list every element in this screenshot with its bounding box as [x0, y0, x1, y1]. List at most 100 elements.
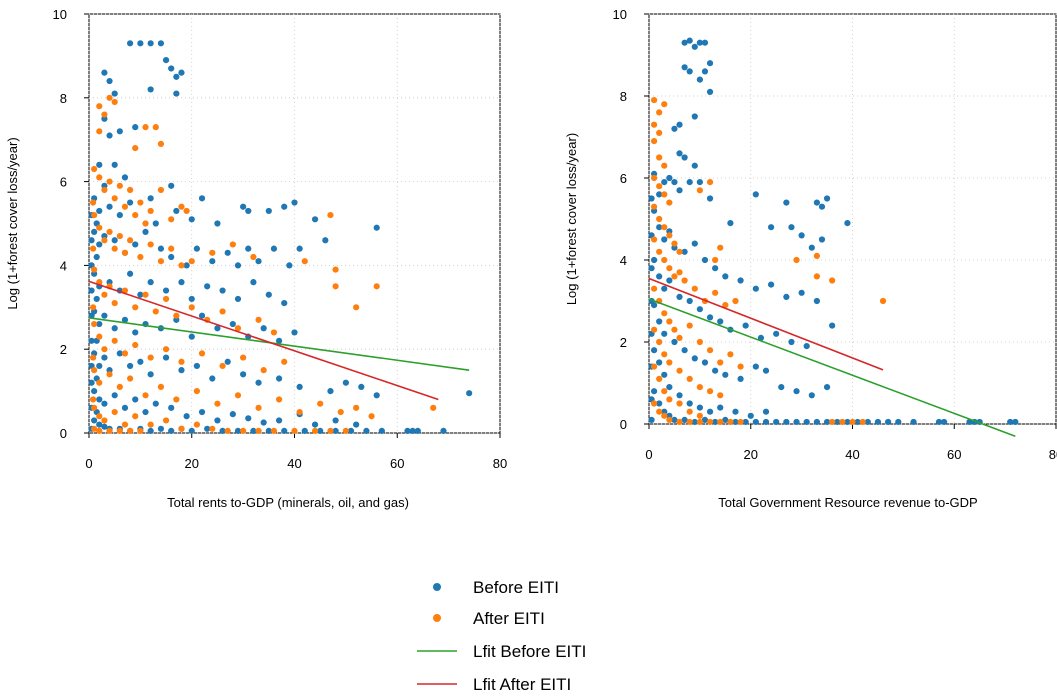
data-point	[224, 249, 231, 256]
data-point	[332, 266, 339, 273]
data-point	[874, 418, 882, 426]
data-point	[808, 244, 815, 251]
data-point	[706, 388, 714, 395]
data-point	[681, 154, 688, 161]
data-point	[342, 427, 349, 435]
data-point	[676, 248, 683, 255]
data-point	[353, 421, 360, 428]
data-point	[686, 37, 693, 44]
data-point	[147, 207, 154, 215]
y-tick-label: 0	[60, 426, 67, 441]
data-point	[823, 195, 831, 202]
data-point	[676, 392, 683, 399]
data-point	[275, 337, 283, 344]
data-point	[803, 343, 810, 350]
data-point	[656, 109, 663, 116]
data-point	[229, 241, 236, 248]
data-point	[650, 203, 658, 210]
data-point	[440, 427, 447, 435]
data-point	[661, 412, 668, 419]
data-point	[142, 220, 149, 227]
data-point	[260, 325, 267, 332]
data-point	[96, 333, 103, 340]
data-point	[650, 400, 658, 407]
data-point	[656, 318, 663, 325]
data-point	[666, 232, 673, 239]
data-point	[671, 338, 678, 346]
data-point	[311, 427, 319, 435]
data-point	[162, 295, 170, 303]
legend-label-before: Before EITI	[473, 578, 559, 597]
data-point	[111, 325, 118, 332]
data-point	[132, 413, 139, 420]
data-point	[696, 404, 703, 411]
data-point	[650, 97, 658, 104]
data-point	[162, 56, 170, 64]
data-point	[752, 191, 759, 198]
data-point	[347, 427, 355, 435]
data-point	[265, 207, 272, 215]
data-point	[157, 186, 165, 194]
data-point	[666, 174, 673, 182]
y-tick-label: 4	[620, 253, 627, 268]
data-point	[198, 408, 206, 416]
data-point	[240, 203, 247, 210]
legend-label-lfit-before: Lfit Before EITI	[473, 642, 586, 661]
data-point	[656, 183, 663, 190]
data-point	[281, 427, 288, 435]
data-point	[193, 388, 200, 395]
data-point	[168, 404, 175, 411]
data-point	[661, 101, 668, 108]
data-point	[240, 371, 247, 378]
y-tick-label: 8	[620, 89, 627, 104]
data-point	[727, 220, 734, 227]
data-point	[701, 359, 709, 366]
y-tick-label: 6	[60, 175, 67, 190]
data-point	[864, 418, 871, 426]
data-point	[137, 427, 144, 435]
x-tick-label: 60	[390, 456, 404, 471]
fit-line	[88, 316, 470, 371]
data-point	[666, 359, 673, 366]
data-point	[813, 199, 820, 206]
data-point	[121, 350, 129, 357]
data-point	[106, 77, 113, 85]
data-point	[737, 277, 744, 284]
data-point	[152, 308, 159, 315]
legend-label-lfit-after: Lfit After EITI	[473, 675, 571, 694]
data-point	[666, 277, 673, 284]
data-point	[270, 427, 278, 435]
data-point	[178, 262, 185, 269]
data-point	[671, 273, 678, 280]
data-point	[132, 212, 139, 219]
data-point	[250, 279, 257, 286]
data-point	[96, 103, 103, 110]
data-point	[661, 388, 668, 395]
data-point	[260, 367, 267, 374]
data-point	[798, 289, 805, 296]
data-point	[650, 256, 658, 264]
right-axis-ticks: 0 20 40 60 80 0 2 4 6 8 10	[613, 7, 1057, 462]
data-point	[656, 359, 663, 366]
data-point	[111, 245, 118, 252]
x-tick-label: 20	[744, 447, 758, 462]
data-point	[696, 39, 703, 46]
data-point	[142, 124, 149, 131]
data-point	[96, 362, 103, 370]
data-point	[783, 418, 790, 426]
fit-line	[88, 280, 439, 401]
data-point	[661, 351, 668, 358]
data-point	[137, 40, 144, 47]
data-point	[132, 241, 139, 248]
data-point	[691, 355, 698, 362]
data-point	[378, 427, 385, 435]
data-point	[650, 388, 658, 395]
data-point	[661, 224, 668, 231]
data-point	[127, 199, 134, 206]
data-point	[1007, 418, 1014, 426]
data-point	[363, 427, 370, 435]
data-point	[301, 427, 308, 435]
data-point	[676, 418, 683, 426]
data-point	[178, 279, 185, 286]
data-point	[793, 418, 800, 426]
